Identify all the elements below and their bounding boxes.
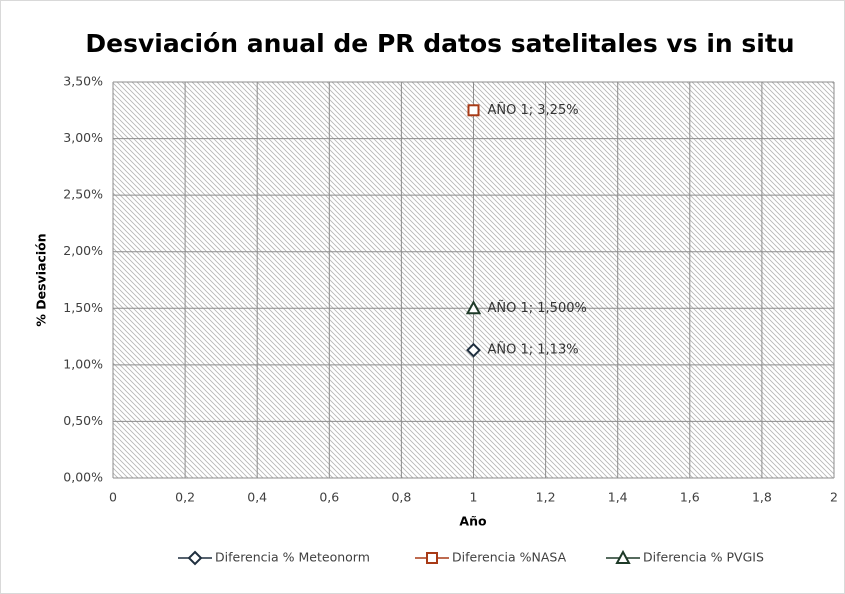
legend-label: Diferencia % Meteonorm — [215, 550, 370, 565]
y-tick-label: 3,00% — [63, 130, 103, 145]
legend-marker — [187, 550, 203, 566]
y-tick-label: 2,50% — [63, 187, 103, 202]
x-tick-label: 0 — [109, 490, 117, 505]
x-tick-label: 1,4 — [608, 490, 628, 505]
x-tick-label: 1,6 — [680, 490, 700, 505]
data-point — [466, 342, 481, 358]
y-tick-label: 0,00% — [63, 470, 103, 485]
legend-label: Diferencia % PVGIS — [643, 550, 764, 565]
y-tick-label: 0,50% — [63, 413, 103, 428]
data-label: AÑO 1; 1,500% — [488, 300, 587, 316]
legend-label: Diferencia %NASA — [452, 550, 567, 565]
y-tick-label: 1,00% — [63, 356, 103, 371]
data-point — [467, 104, 480, 117]
y-tick-label: 3,50% — [63, 74, 103, 89]
legend-marker — [426, 552, 438, 564]
x-tick-label: 2 — [830, 490, 838, 505]
x-tick-label: 1,2 — [536, 490, 556, 505]
x-tick-label: 1,8 — [752, 490, 772, 505]
x-tick-label: 1 — [470, 490, 478, 505]
y-tick-label: 1,50% — [63, 300, 103, 315]
legend-marker — [615, 549, 631, 564]
data-label: AÑO 1; 3,25% — [488, 102, 579, 118]
x-tick-label: 0,8 — [391, 490, 411, 505]
x-tick-label: 0,2 — [175, 490, 195, 505]
x-tick-label: 0,4 — [247, 490, 267, 505]
y-axis-title: % Desviación — [34, 233, 49, 326]
x-axis-title: Año — [459, 514, 487, 529]
chart-title: Desviación anual de PR datos satelitales… — [85, 29, 794, 58]
y-tick-label: 2,00% — [63, 243, 103, 258]
data-point — [465, 300, 482, 315]
data-label: AÑO 1; 1,13% — [488, 342, 579, 358]
x-tick-label: 0,6 — [319, 490, 339, 505]
